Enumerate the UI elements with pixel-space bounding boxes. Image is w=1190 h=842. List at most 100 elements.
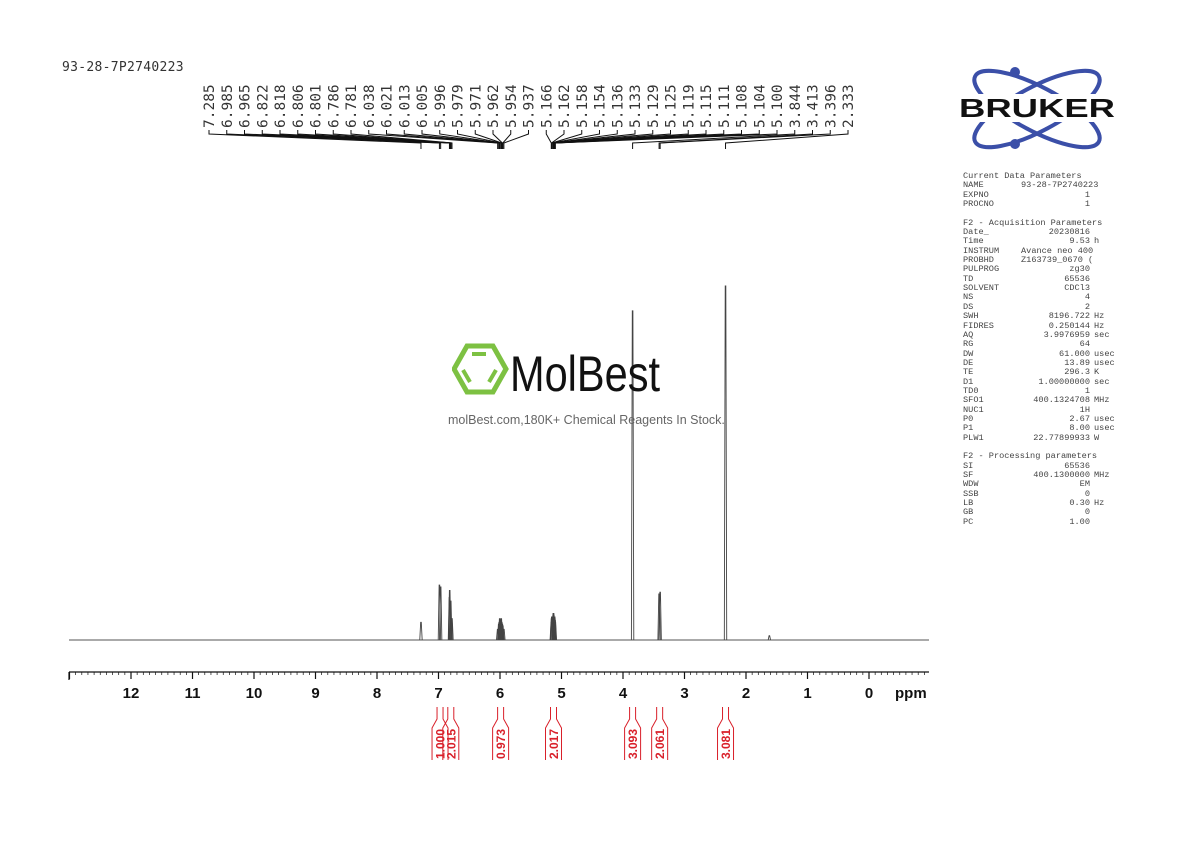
tick-label: 10	[246, 685, 263, 702]
parameter-row: P0 2.67 usec	[963, 413, 1115, 424]
peak-connector	[659, 130, 831, 149]
peak-label: 3.413	[806, 84, 822, 128]
integral-marker: 1.000	[431, 707, 449, 760]
parameter-row: Date_ 20230816	[963, 227, 1115, 238]
parameter-value: 1.00	[1069, 516, 1090, 527]
parameter-value: 0	[1084, 507, 1090, 518]
parameter-key: NUC1	[963, 404, 984, 415]
parameter-row: TD 65536	[963, 274, 1115, 284]
parameter-key: TE	[963, 367, 974, 378]
parameter-value: 8196.722	[1048, 311, 1090, 322]
tick-label: 8	[373, 685, 381, 702]
peak-label: 5.125	[664, 84, 680, 128]
peak-connector	[439, 130, 501, 149]
peak-label: 6.781	[344, 84, 360, 128]
parameter-key: NAME	[963, 180, 984, 191]
peak-label: 6.985	[220, 84, 236, 128]
parameter-value: 1H	[1079, 404, 1090, 415]
parameter-row: SFO1 400.1324708 MHz	[963, 395, 1115, 406]
peak-connector	[658, 130, 813, 149]
parameter-key: INSTRUM	[963, 245, 1000, 256]
parameter-value: 4	[1084, 292, 1090, 303]
peak-label: 6.965	[238, 84, 254, 128]
parameter-value: 1.00000000	[1038, 376, 1090, 387]
parameter-row: DW 61.000 usec	[963, 348, 1115, 359]
parameter-unit	[1090, 284, 1094, 293]
parameter-row: FIDRES 0.250144 Hz	[963, 320, 1115, 331]
peak-connector	[632, 130, 796, 149]
parameter-key: P0	[963, 413, 974, 424]
tick-label: 5	[557, 685, 565, 702]
integral-bracket	[442, 707, 460, 760]
peak-connector	[315, 130, 452, 149]
parameter-row: DE 13.89 usec	[963, 357, 1115, 368]
parameter-value: 0.30	[1069, 498, 1090, 509]
parameter-key: WDW	[963, 479, 979, 490]
parameter-key: Time	[963, 236, 984, 247]
parameter-key: D1	[963, 376, 974, 387]
parameter-row: SI 65536	[963, 461, 1115, 471]
parameter-unit: MHz	[1094, 395, 1110, 406]
peak-label: 5.996	[433, 84, 449, 128]
parameter-key: GB	[963, 507, 974, 518]
parameter-unit: usec	[1094, 348, 1115, 359]
parameter-row: LB 0.30 Hz	[963, 498, 1115, 509]
parameter-row: NS 4	[963, 292, 1115, 303]
integral-value: 0.973	[494, 729, 508, 759]
parameter-key: AQ	[963, 329, 974, 340]
peak-label: 6.038	[362, 84, 378, 128]
tick-label: 4	[619, 685, 628, 702]
integral-bracket	[492, 707, 510, 760]
spectrum-peak	[450, 618, 454, 641]
parameter-key: LB	[963, 498, 974, 509]
peak-label: 5.133	[628, 84, 644, 128]
tick-label: 12	[123, 685, 140, 702]
peak-label: 6.822	[255, 84, 271, 128]
integral-bracket	[545, 707, 563, 760]
peak-label: 6.801	[309, 84, 325, 128]
spectrum-peak	[657, 593, 661, 641]
peak-label: 6.786	[326, 84, 342, 128]
integral-value: 3.093	[626, 729, 640, 759]
peak-connector	[279, 130, 451, 149]
acquisition-parameters-panel: Current Data Parameters NAME 93-28-7P27402…	[963, 171, 1115, 527]
parameter-unit: Hz	[1094, 320, 1105, 331]
parameter-value: zg30	[1069, 264, 1090, 275]
parameter-unit: usec	[1094, 357, 1115, 368]
peak-connector	[502, 130, 512, 149]
peak-label: 6.818	[273, 84, 289, 128]
parameter-unit	[1090, 518, 1094, 527]
svg-text:BRUKER: BRUKER	[959, 93, 1115, 123]
tick-label: 11	[185, 685, 201, 702]
peak-connector	[551, 130, 600, 149]
peak-label: 5.129	[646, 84, 662, 128]
peak-connector	[368, 130, 499, 149]
parameter-value: 64	[1079, 339, 1090, 350]
parameter-key: PROBHD	[963, 255, 994, 266]
peak-connector	[208, 130, 422, 149]
parameter-unit: Hz	[1094, 311, 1105, 322]
integral-marker: 3.081	[717, 707, 735, 760]
integral-bracket	[624, 707, 642, 760]
parameter-key: TD0	[963, 385, 979, 396]
peak-connector	[244, 130, 442, 149]
parameter-unit: usec	[1094, 413, 1115, 424]
tick-label: 0	[865, 685, 873, 702]
parameter-value: CDCl3	[1064, 283, 1090, 294]
parameter-row: DS 2	[963, 301, 1115, 312]
parameter-unit: Hz	[1094, 498, 1105, 509]
parameter-section-title: F2 - Processing parameters	[963, 451, 1098, 462]
peak-label: 6.806	[291, 84, 307, 128]
parameter-key: DS	[963, 301, 974, 312]
parameter-row: PROCNO 1	[963, 199, 1115, 209]
peak-connector	[503, 130, 529, 149]
peak-label: 5.119	[681, 84, 697, 128]
integral-value: 2.017	[547, 729, 561, 759]
parameter-value: 20230816	[1048, 227, 1090, 238]
parameter-row: SWH 8196.722 Hz	[963, 311, 1115, 322]
peak-connector	[474, 130, 503, 149]
parameter-key: SOLVENT	[963, 283, 1000, 294]
parameter-value: 3.9976959	[1043, 329, 1090, 340]
integral-marker: 2.017	[545, 707, 563, 760]
peak-label: 5.100	[770, 84, 786, 128]
